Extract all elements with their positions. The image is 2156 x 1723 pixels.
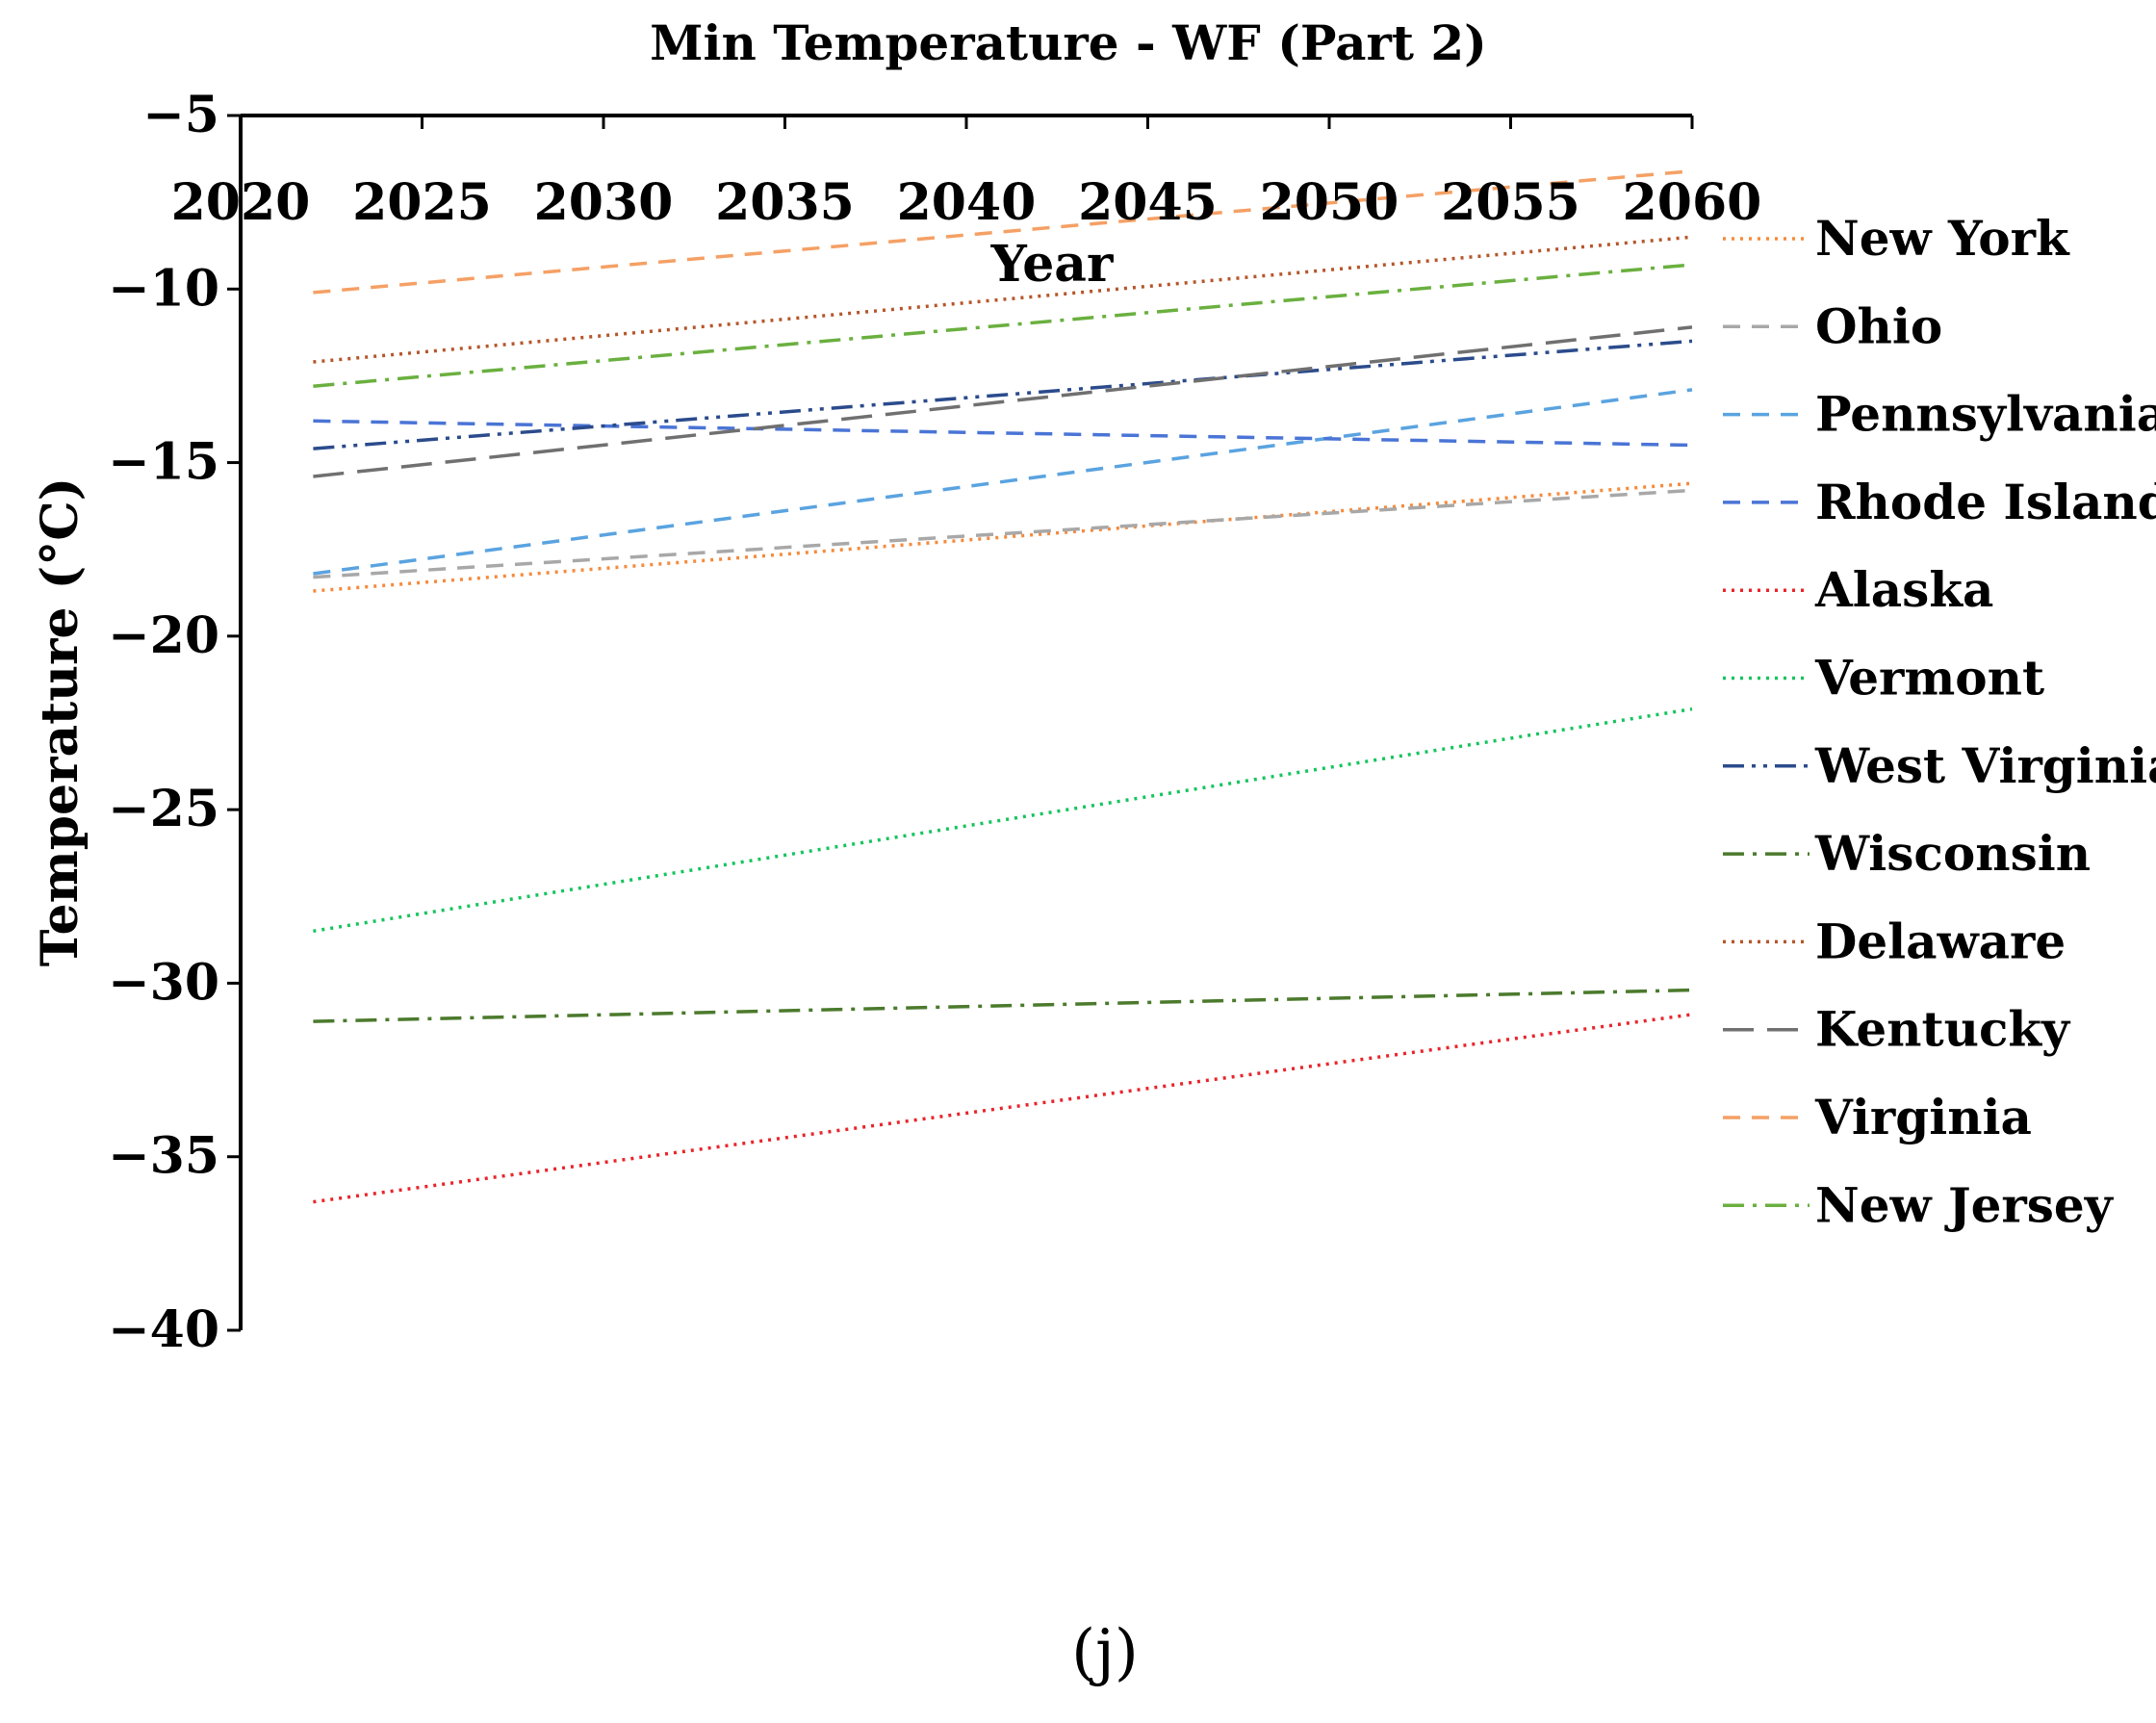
y-tick-label: −10 [108,259,219,318]
legend-label: Rhode Island [1815,474,2156,530]
series-line-pennsylvania [313,388,1693,576]
y-tick-label: −20 [108,606,219,665]
y-tick-label: −5 [142,86,219,144]
y-tick-label: −40 [108,1300,219,1359]
y-tick-label: −15 [108,433,219,492]
y-axis-label: Temperature (°C) [31,477,90,966]
series-line-vermont [313,707,1693,934]
legend-label: Ohio [1815,297,1942,354]
legend: New York Ohio Pennsylvania Rhode Island Alas… [1723,210,2156,1233]
series-line-ohio [313,488,1693,579]
series-line-new-jersey [313,263,1693,388]
x-tick-label: 2035 [715,173,855,232]
legend-label: Vermont [1814,650,2044,707]
legend-label: Virginia [1814,1089,2032,1145]
y-tick-label: −35 [108,1127,219,1186]
legend-label: Delaware [1815,913,2066,969]
legend-label: Alaska [1814,561,1993,618]
series-layer [313,168,1693,1204]
x-tick-label: 2045 [1078,173,1218,232]
figure-caption: (j) [1071,1617,1139,1688]
legend-label: Wisconsin [1814,825,2091,882]
x-tick-label: 2025 [352,173,492,232]
series-line-wisconsin [313,988,1693,1023]
y-tick-label: −25 [108,780,219,838]
legend-label: Pennsylvania [1815,386,2156,443]
series-line-west-virginia [313,339,1693,450]
series-line-kentucky [313,325,1693,478]
y-ticks: −5 −10 −15 −20 −25 −30 −35 −40 [108,86,241,1359]
series-line-rhode-island [313,419,1693,448]
x-tick-label: 2040 [897,173,1037,232]
x-tick-label: 2050 [1260,173,1399,232]
x-ticks: 2020 2025 2030 2035 2040 2045 2050 2055 2060 [171,116,1762,232]
legend-label: New York [1815,210,2070,267]
y-tick-label: −30 [108,953,219,1012]
legend-label: Kentucky [1815,1001,2071,1058]
x-tick-label: 2020 [171,173,311,232]
x-axis-label: Year [990,235,1114,294]
legend-label: West Virginia [1814,737,2156,794]
chart-title: Min Temperature - WF (Part 2) [650,14,1487,71]
x-tick-label: 2030 [534,173,674,232]
x-tick-label: 2060 [1623,173,1762,232]
legend-label: New Jersey [1815,1176,2115,1233]
x-tick-label: 2055 [1441,173,1580,232]
series-line-delaware [313,235,1693,364]
series-line-alaska [313,1013,1693,1204]
series-line-new-york [313,481,1693,593]
